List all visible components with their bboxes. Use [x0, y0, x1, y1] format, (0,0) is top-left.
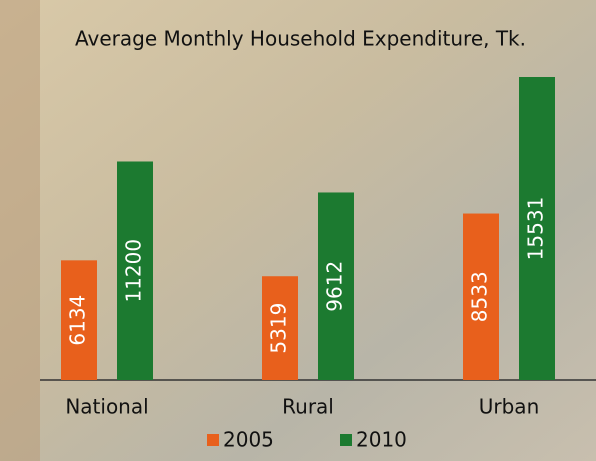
bar: [262, 276, 298, 380]
value-label: 11200: [122, 239, 146, 303]
x-tick-label: Rural: [282, 395, 334, 419]
bar: [318, 192, 354, 380]
bar: [519, 77, 555, 380]
legend-label: 2005: [223, 428, 274, 452]
x-tick-label: National: [65, 395, 148, 419]
value-label: 5319: [267, 303, 291, 354]
value-label: 9612: [323, 261, 347, 312]
legend-swatch: [340, 434, 352, 446]
bar: [61, 260, 97, 380]
legend-label: 2010: [356, 428, 407, 452]
background-edge: [0, 0, 40, 461]
bar: [463, 213, 499, 380]
value-label: 15531: [524, 197, 548, 261]
chart-title: Average Monthly Household Expenditure, T…: [75, 27, 526, 51]
value-label: 8533: [468, 271, 492, 322]
x-tick-label: Urban: [479, 395, 540, 419]
legend-swatch: [207, 434, 219, 446]
value-label: 6134: [66, 295, 90, 346]
bar: [117, 161, 153, 380]
